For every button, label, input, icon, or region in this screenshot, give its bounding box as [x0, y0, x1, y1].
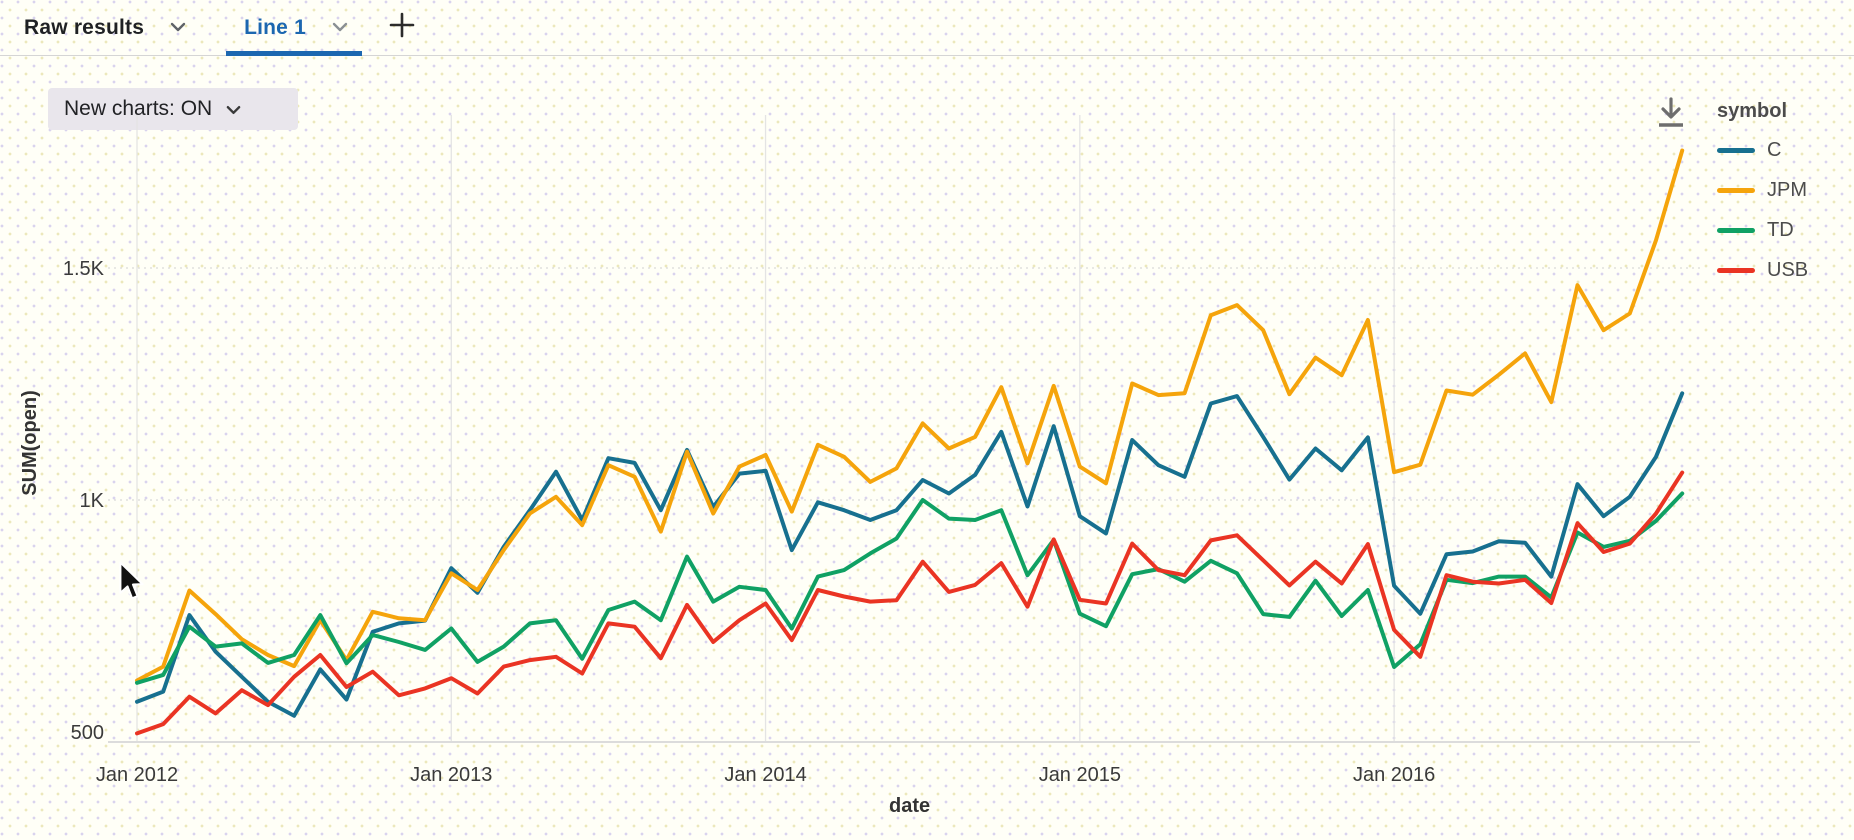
- y-axis-tick-label: 500: [71, 722, 104, 744]
- chevron-down-icon: [226, 97, 241, 121]
- legend-item-USB[interactable]: USB: [1717, 259, 1852, 282]
- legend-item-JPM[interactable]: JPM: [1717, 179, 1852, 202]
- tab-raw-results-label: Raw results: [24, 15, 145, 39]
- tab-line-1-label: Line 1: [244, 15, 306, 39]
- series-line-USB[interactable]: [135, 470, 1685, 736]
- y-axis-title: SUM(open): [19, 390, 41, 496]
- series-line-JPM[interactable]: [135, 148, 1685, 683]
- legend-title: symbol: [1717, 100, 1788, 122]
- legend-swatch-C: [1717, 148, 1755, 153]
- x-axis-tick-label: Jan 2014: [724, 764, 806, 786]
- legend-label: JPM: [1767, 179, 1807, 201]
- y-axis-tick-label: 1.5K: [63, 258, 105, 280]
- x-axis-tick-label: Jan 2015: [1039, 764, 1121, 786]
- download-icon: [1655, 97, 1687, 135]
- legend-item-TD[interactable]: TD: [1717, 219, 1852, 242]
- y-axis-tick-label: 1K: [80, 490, 105, 512]
- chevron-down-icon[interactable]: [332, 19, 348, 37]
- series-line-TD[interactable]: [135, 491, 1685, 685]
- download-chart-button[interactable]: [1655, 97, 1687, 136]
- legend-item-C[interactable]: C: [1717, 139, 1852, 162]
- x-axis-title: date: [889, 795, 930, 817]
- new-charts-label: New charts: ON: [64, 97, 213, 120]
- x-axis-tick-label: Jan 2012: [96, 764, 178, 786]
- series-line-C[interactable]: [135, 391, 1685, 718]
- tab-raw-results[interactable]: Raw results: [24, 0, 186, 55]
- legend-swatch-JPM: [1717, 188, 1755, 193]
- tab-bar: Raw results Line 1: [0, 0, 1854, 56]
- add-chart-button[interactable]: [388, 11, 416, 44]
- x-axis-tick-label: Jan 2016: [1353, 764, 1435, 786]
- chart-legend: symbol C JPM TD USB: [1717, 100, 1852, 299]
- legend-label: USB: [1767, 259, 1809, 281]
- chevron-down-icon[interactable]: [170, 19, 186, 37]
- legend-label: C: [1767, 139, 1782, 161]
- active-tab-underline: [226, 51, 362, 56]
- tab-line-1[interactable]: Line 1: [226, 0, 362, 56]
- legend-swatch-USB: [1717, 268, 1755, 273]
- legend-swatch-TD: [1717, 228, 1755, 233]
- x-axis-tick-label: Jan 2013: [410, 764, 492, 786]
- new-charts-toggle[interactable]: New charts: ON: [48, 88, 298, 130]
- plus-icon: [388, 11, 416, 44]
- legend-items: C JPM TD USB: [1717, 139, 1852, 282]
- legend-label: TD: [1767, 219, 1794, 241]
